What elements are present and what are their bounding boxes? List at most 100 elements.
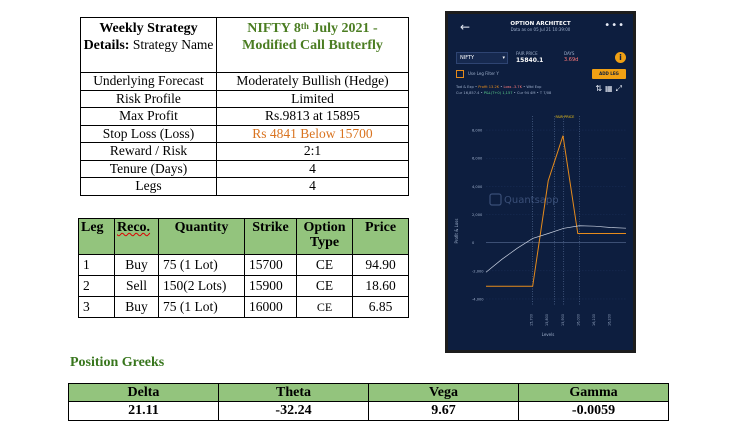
header-price: Price bbox=[352, 218, 409, 255]
leg-filter-row: Use Leg Filter Y ADD LEG bbox=[456, 69, 626, 81]
phone-screenshot: ← OPTION ARCHITECT Data as on 05 Jul 21 … bbox=[445, 11, 636, 353]
symbol-select[interactable]: NIFTY ▾ bbox=[456, 52, 508, 64]
table-row: 1 Buy 75 (1 Lot) 15700 CE 94.90 bbox=[78, 254, 409, 276]
cell-quantity: 150(2 Lots) bbox=[158, 275, 245, 297]
cell-leg: 1 bbox=[78, 254, 115, 276]
header-theta: Theta bbox=[218, 383, 369, 402]
x-tick-label: 16,200 bbox=[607, 314, 611, 326]
x-tick-label: 16,100 bbox=[592, 314, 596, 326]
header-leg: Leg bbox=[78, 218, 115, 255]
cell-reco: Buy bbox=[114, 296, 159, 318]
cell-option-type: CE bbox=[296, 254, 353, 276]
app-title: OPTION ARCHITECT bbox=[510, 21, 571, 27]
greeks-value-row: 21.11 -32.24 9.67 -0.0059 bbox=[68, 401, 669, 421]
row-label: Stop Loss (Loss) bbox=[80, 124, 217, 143]
fair-price-value: 15840.1 bbox=[516, 57, 544, 64]
value-vega: 9.67 bbox=[368, 401, 519, 421]
strategy-row-forecast: Underlying Forecast Moderately Bullish (… bbox=[80, 72, 409, 91]
row-value: 4 bbox=[216, 177, 409, 196]
strategy-row-legs: Legs 4 bbox=[80, 177, 409, 196]
header-delta: Delta bbox=[68, 383, 219, 402]
row-label: Legs bbox=[80, 177, 217, 196]
cell-reco: Sell bbox=[114, 275, 159, 297]
info-icon[interactable]: i bbox=[615, 52, 626, 63]
app-header: ← OPTION ARCHITECT Data as on 05 Jul 21 … bbox=[448, 14, 633, 42]
x-tick-label: 15,900 bbox=[561, 314, 565, 326]
strategy-details-table: Weekly Strategy Details: Strategy Name N… bbox=[80, 17, 409, 196]
arrow-left-icon[interactable]: ← bbox=[460, 20, 471, 34]
strategy-name-value: NIFTY 8th July 2021 - Modified Call Butt… bbox=[216, 17, 409, 73]
table-row: 3 Buy 75 (1 Lot) 16000 CE 6.85 bbox=[78, 296, 409, 318]
summary-line-1: Tod & Exp • Profit 13.2K • Loss -3.7K • … bbox=[456, 85, 542, 89]
greeks-table: Delta Theta Vega Gamma 21.11 -32.24 9.67… bbox=[68, 383, 669, 421]
y-tick-label: 2,000 bbox=[472, 213, 483, 217]
row-label: Reward / Risk bbox=[80, 142, 217, 161]
row-value: Limited bbox=[216, 89, 409, 108]
greeks-title: Position Greeks bbox=[70, 355, 165, 370]
add-leg-button[interactable]: ADD LEG bbox=[592, 69, 626, 79]
header-option-type: Option Type bbox=[296, 218, 353, 255]
legs-header-row: Leg Reco. Quantity Strike Option Type Pr… bbox=[78, 218, 409, 255]
cell-quantity: 75 (1 Lot) bbox=[158, 296, 245, 318]
strategy-row-risk: Risk Profile Limited bbox=[80, 89, 409, 108]
y-tick-label: -2,000 bbox=[472, 269, 484, 273]
header-quantity: Quantity bbox=[158, 218, 245, 255]
svg-text:Quantsapp: Quantsapp bbox=[504, 195, 559, 206]
cell-leg: 3 bbox=[78, 296, 115, 318]
expand-icon[interactable]: ⤢ bbox=[615, 84, 625, 93]
greeks-header-row: Delta Theta Vega Gamma bbox=[68, 383, 669, 402]
value-theta: -32.24 bbox=[218, 401, 369, 421]
row-label: Risk Profile bbox=[80, 89, 217, 108]
cell-leg: 2 bbox=[78, 275, 115, 297]
strategy-header-row: Weekly Strategy Details: Strategy Name N… bbox=[80, 17, 409, 73]
sort-icon[interactable]: ⇅ bbox=[595, 84, 606, 93]
strategy-row-max-profit: Max Profit Rs.9813 at 15895 bbox=[80, 107, 409, 126]
fair-price-marker-label: FAIR PRICE bbox=[555, 115, 574, 119]
symbol-row: NIFTY ▾ FAIR PRICE 15840.1 DAYS 3.69d i bbox=[456, 51, 626, 65]
fair-price-label: FAIR PRICE bbox=[516, 51, 538, 56]
payoff-chart: Quantsapp 8,000 6,000 4,000 2,000 0 -2,000 -4,… bbox=[454, 115, 627, 337]
quantsapp-watermark: Quantsapp bbox=[489, 193, 559, 206]
cell-price: 6.85 bbox=[352, 296, 409, 318]
row-label: Max Profit bbox=[80, 107, 217, 126]
cell-strike: 15700 bbox=[244, 254, 297, 276]
row-value: Rs.9813 at 15895 bbox=[216, 107, 409, 126]
row-value: 4 bbox=[216, 159, 409, 178]
y-tick-label: 0 bbox=[472, 241, 475, 245]
x-axis-label: Levels bbox=[542, 332, 555, 337]
chevron-down-icon: ▾ bbox=[502, 55, 505, 61]
cell-option-type: CE bbox=[296, 296, 353, 318]
y-axis-label: Profit & Loss bbox=[454, 219, 459, 244]
table-icon[interactable]: ▦ bbox=[605, 84, 616, 93]
cell-quantity: 75 (1 Lot) bbox=[158, 254, 245, 276]
header-strike: Strike bbox=[244, 218, 297, 255]
chart-tools: ⇅▦⤢ bbox=[595, 84, 625, 94]
use-leg-filter-label: Use Leg Filter Y bbox=[468, 71, 499, 76]
strategy-name-label: Weekly Strategy Details: Strategy Name bbox=[80, 17, 217, 73]
days-value: 3.69d bbox=[564, 57, 579, 63]
legs-table: Leg Reco. Quantity Strike Option Type Pr… bbox=[78, 218, 409, 318]
more-dots-icon[interactable]: ••• bbox=[604, 20, 625, 31]
strategy-row-stop-loss: Stop Loss (Loss) Rs 4841 Below 15700 bbox=[80, 124, 409, 143]
data-timestamp: Data as on 05 Jul 21 10:39:00 bbox=[510, 27, 571, 32]
cell-price: 18.60 bbox=[352, 275, 409, 297]
cell-reco: Buy bbox=[114, 254, 159, 276]
use-leg-filter-checkbox[interactable] bbox=[456, 70, 464, 78]
payoff-expiry-line bbox=[486, 135, 626, 287]
table-row: 2 Sell 150(2 Lots) 15900 CE 18.60 bbox=[78, 275, 409, 297]
row-value: Rs 4841 Below 15700 bbox=[216, 124, 409, 143]
header-vega: Vega bbox=[368, 383, 519, 402]
y-tick-label: 4,000 bbox=[472, 185, 483, 189]
y-tick-label: -4,000 bbox=[472, 297, 484, 301]
header-gamma: Gamma bbox=[518, 383, 669, 402]
payoff-today-line bbox=[485, 225, 627, 273]
cell-strike: 16000 bbox=[244, 296, 297, 318]
summary-lines: Tod & Exp • Profit 13.2K • Loss -3.7K • … bbox=[456, 84, 626, 96]
row-label: Tenure (Days) bbox=[80, 159, 217, 178]
row-value: Moderately Bullish (Hedge) bbox=[216, 72, 409, 91]
row-value: 2:1 bbox=[216, 142, 409, 161]
days-label: DAYS bbox=[564, 51, 575, 56]
summary-line-2: Cur 16,857.4 • P&L(T+0) 1,157 • Cur 94 4… bbox=[456, 91, 552, 95]
cell-price: 94.90 bbox=[352, 254, 409, 276]
x-tick-label: 16,000 bbox=[576, 314, 580, 326]
